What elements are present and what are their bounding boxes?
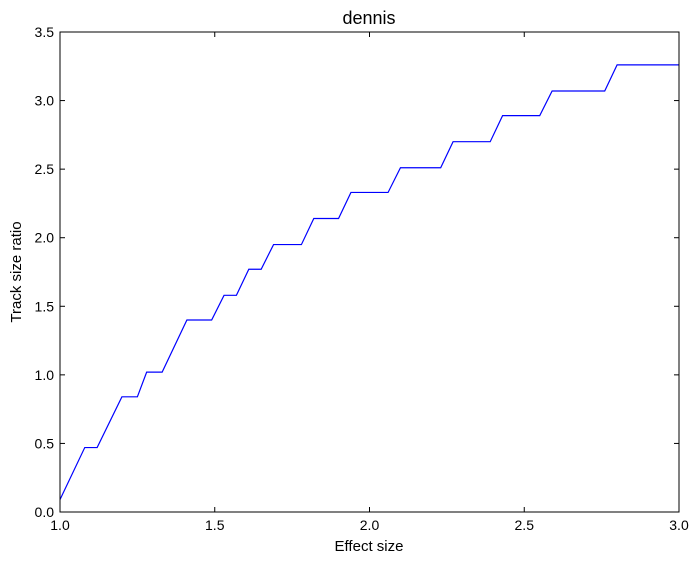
y-tick-label: 3.5 bbox=[35, 24, 55, 40]
y-axis: 0.0 0.5 1.0 1.5 2.0 2.5 3.0 3.5 bbox=[35, 24, 679, 520]
x-axis: 1.0 1.5 2.0 2.5 3.0 bbox=[50, 32, 689, 533]
y-tick-label: 2.5 bbox=[35, 161, 55, 177]
y-tick-label: 0.5 bbox=[35, 435, 55, 451]
x-tick-label: 2.5 bbox=[515, 517, 535, 533]
y-tick-label: 0.0 bbox=[35, 504, 55, 520]
x-tick-label: 1.5 bbox=[205, 517, 225, 533]
x-tick-label: 1.0 bbox=[50, 517, 70, 533]
y-tick-label: 2.0 bbox=[35, 230, 55, 246]
x-axis-label: Effect size bbox=[335, 538, 404, 555]
plot-content bbox=[59, 64, 679, 500]
x-tick-label: 2.0 bbox=[360, 517, 380, 533]
y-axis-label: Track size ratio bbox=[8, 221, 25, 322]
plot-frame bbox=[59, 31, 680, 513]
y-tick-label: 1.5 bbox=[35, 298, 55, 314]
x-tick-label: 3.0 bbox=[669, 517, 689, 533]
y-tick-label: 1.0 bbox=[35, 367, 55, 383]
series-line-0 bbox=[59, 64, 679, 500]
chart-title: dennis bbox=[342, 8, 395, 28]
y-tick-label: 3.0 bbox=[35, 93, 55, 109]
